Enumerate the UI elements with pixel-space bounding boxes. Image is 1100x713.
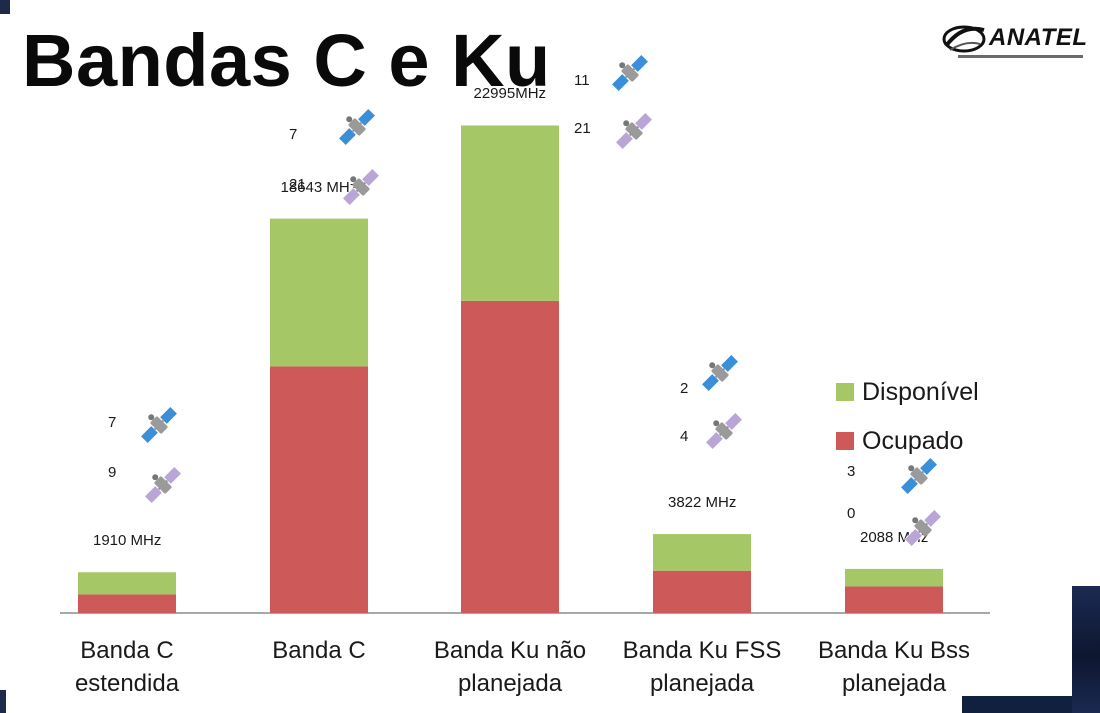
bar-total-label: 18643 MHz <box>280 178 358 196</box>
x-tick-label-line: Banda C <box>272 637 366 664</box>
decor-corner-top-left <box>0 0 10 14</box>
anatel-logo-icon <box>942 25 986 53</box>
x-tick-label-line: Banda Ku FSS <box>622 637 782 664</box>
legend-swatch <box>836 383 854 401</box>
x-tick-label-line: Banda Ku não <box>433 637 587 664</box>
decor-space-image <box>1072 586 1100 713</box>
bar-disponivel-4 <box>653 534 751 571</box>
bar-total-label: 3822 MHz <box>668 494 737 512</box>
bar-disponivel-2 <box>270 218 368 367</box>
satellite-blue-icon <box>900 457 938 495</box>
satellite-count-purple: 21 <box>574 120 591 137</box>
logo-text: ANATEL <box>989 24 1088 51</box>
bar-ocupado-1 <box>78 594 176 613</box>
bar-disponivel-1 <box>78 572 176 595</box>
x-tick-label: Banda C <box>224 634 414 700</box>
x-tick-label: Banda Ku Bss planejada <box>799 634 989 700</box>
x-tick-label: Banda Ku não planejada <box>415 634 605 700</box>
legend-swatch <box>836 432 854 450</box>
satellite-count-purple: 21 <box>289 176 306 193</box>
satellite-count-blue: 3 <box>847 463 856 480</box>
decor-space-strip <box>962 696 1072 713</box>
logo-subtitle-line <box>958 55 1083 58</box>
legend-item: Disponível <box>836 377 979 406</box>
satellite-purple-icon <box>904 509 942 547</box>
bar-ocupado-5 <box>845 586 943 613</box>
satellite-blue-icon <box>338 108 376 146</box>
bar-total-label: 1910 MHz <box>93 532 162 550</box>
bar-ocupado-3 <box>461 300 559 613</box>
bar-ocupado-4 <box>653 570 751 613</box>
satellite-purple-icon <box>342 168 380 206</box>
x-tick-label-line: Banda Ku Bss <box>817 637 971 664</box>
x-tick-label: Banda C estendida <box>32 634 222 700</box>
satellite-count-purple: 9 <box>108 464 117 481</box>
satellite-count-blue: 2 <box>680 380 689 397</box>
x-tick-label-line: planejada <box>457 670 563 697</box>
satellite-count-purple: 4 <box>680 428 689 445</box>
bar-total-label: 22995MHz <box>473 85 547 103</box>
bar-disponivel-5 <box>845 568 943 587</box>
satellite-count-purple: 0 <box>847 505 856 522</box>
satellite-blue-icon <box>140 406 178 444</box>
satellite-purple-icon <box>615 112 653 150</box>
decor-corner-bottom-left <box>0 690 6 713</box>
x-tick-label: Banda Ku FSS planejada <box>607 634 797 700</box>
satellite-count-blue: 11 <box>574 72 590 89</box>
satellite-purple-icon <box>705 412 743 450</box>
satellite-purple-icon <box>144 466 182 504</box>
slide-title: Bandas C e Ku <box>22 19 551 102</box>
satellite-count-blue: 7 <box>108 414 117 431</box>
bar-ocupado-2 <box>270 366 368 613</box>
satellite-count-blue: 7 <box>289 126 298 143</box>
x-tick-label-line: planejada <box>649 670 755 697</box>
satellite-blue-icon <box>611 54 649 92</box>
x-tick-label-line: estendida <box>74 670 180 697</box>
legend-label: Disponível <box>862 377 979 406</box>
x-tick-label-line: planejada <box>841 670 947 697</box>
satellite-blue-icon <box>701 354 739 392</box>
x-tick-label-line <box>224 667 414 700</box>
legend-label: Ocupado <box>862 426 964 455</box>
legend-item: Ocupado <box>836 426 964 455</box>
x-tick-label-line: Banda C <box>80 637 174 664</box>
bar-disponivel-3 <box>461 125 559 301</box>
